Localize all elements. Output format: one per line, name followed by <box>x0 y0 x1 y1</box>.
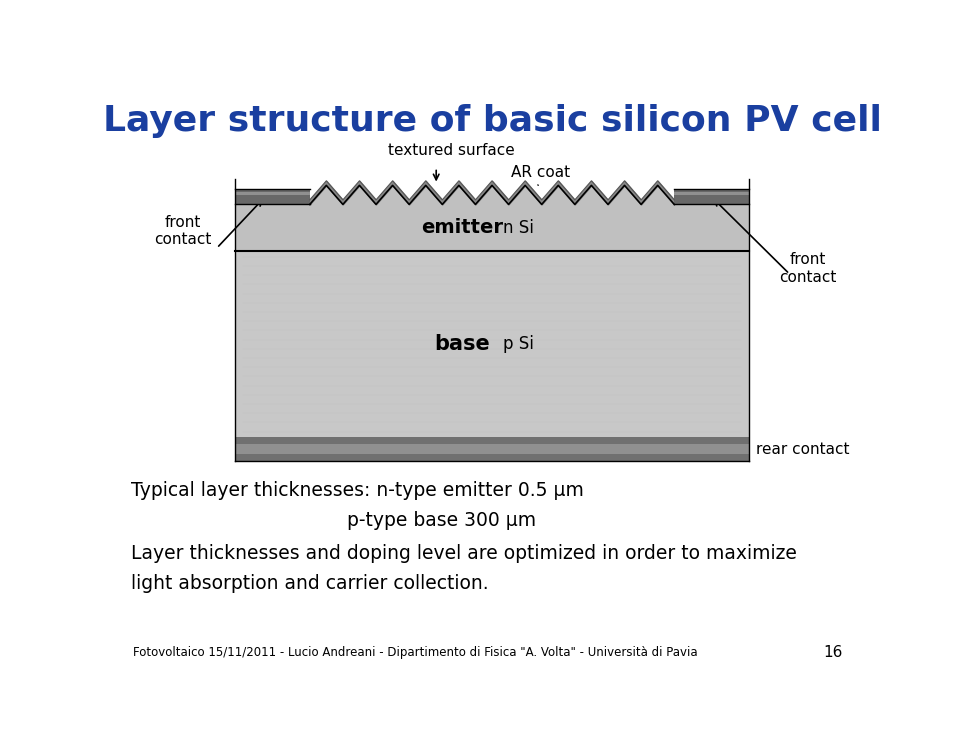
Bar <box>235 438 749 462</box>
Text: front
contact: front contact <box>155 215 212 247</box>
Text: Typical layer thicknesses: n-type emitter 0.5 μm: Typical layer thicknesses: n-type emitte… <box>132 480 584 500</box>
Text: 16: 16 <box>824 645 843 660</box>
Text: textured surface: textured surface <box>388 143 515 158</box>
Text: n Si: n Si <box>503 218 534 236</box>
Bar <box>235 204 749 251</box>
Bar <box>235 251 749 438</box>
Text: AR coat: AR coat <box>511 165 570 180</box>
Text: light absorption and carrier collection.: light absorption and carrier collection. <box>132 574 489 593</box>
Text: p Si: p Si <box>503 335 534 353</box>
Bar <box>235 192 310 195</box>
Bar <box>674 189 749 204</box>
Bar <box>235 444 749 454</box>
Text: Layer thicknesses and doping level are optimized in order to maximize: Layer thicknesses and doping level are o… <box>132 544 797 563</box>
Text: rear contact: rear contact <box>756 442 850 457</box>
Text: front
contact: front contact <box>780 252 837 284</box>
Text: Fotovoltaico 15/11/2011 - Lucio Andreani - Dipartimento di Fisica "A. Volta" - U: Fotovoltaico 15/11/2011 - Lucio Andreani… <box>133 646 698 659</box>
Text: emitter: emitter <box>421 218 503 237</box>
Bar <box>674 192 749 195</box>
Text: Layer structure of basic silicon PV cell: Layer structure of basic silicon PV cell <box>103 104 881 138</box>
Text: p-type base 300 μm: p-type base 300 μm <box>347 510 536 530</box>
Text: base: base <box>434 334 491 354</box>
Bar <box>235 189 310 204</box>
